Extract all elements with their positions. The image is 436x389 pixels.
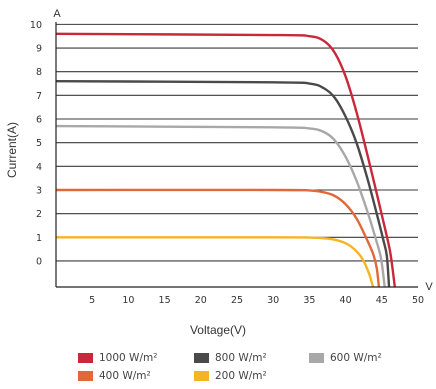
x-unit-label: V — [425, 281, 433, 293]
legend-swatch — [78, 353, 93, 363]
axes — [55, 22, 418, 288]
y-axis-title: Current(A) — [5, 122, 19, 178]
y-unit-label: A — [53, 8, 61, 20]
x-tick-label: 30 — [267, 295, 279, 306]
series-line-400 — [55, 188, 381, 288]
y-tick-label: 10 — [30, 20, 42, 31]
x-tick-label: 15 — [159, 295, 171, 306]
y-tick-label: 2 — [36, 209, 42, 220]
legend-item-800: 800 W/m² — [194, 352, 267, 364]
y-tick-label: 7 — [36, 91, 42, 102]
legend-item-400: 400 W/m² — [78, 370, 151, 382]
x-tick-label: 10 — [122, 295, 134, 306]
x-axis-title: Voltage(V) — [190, 323, 246, 337]
y-tick-label: 8 — [36, 67, 42, 78]
legend-label: 200 W/m² — [215, 370, 267, 382]
x-tick-label: 35 — [303, 295, 315, 306]
x-tick-label: 45 — [376, 295, 388, 306]
legend-label: 400 W/m² — [99, 370, 151, 382]
x-tick-label: 25 — [231, 295, 243, 306]
legend-label: 600 W/m² — [330, 352, 382, 364]
legend-label: 800 W/m² — [215, 352, 267, 364]
legend-swatch — [309, 353, 324, 363]
y-tick-label: 3 — [36, 185, 42, 196]
legend-item-200: 200 W/m² — [194, 370, 267, 382]
series-line-800 — [55, 79, 391, 288]
x-tick-label: 20 — [195, 295, 207, 306]
series-line-600 — [55, 124, 386, 288]
x-tick-label: 50 — [412, 295, 424, 306]
x-tick-label: 5 — [89, 295, 95, 306]
series-line-200 — [55, 236, 375, 288]
y-tick-labels: 0 1 2 3 4 5 6 7 8 9 10 — [30, 20, 42, 268]
y-tick-label: 5 — [36, 138, 42, 149]
y-tick-label: 0 — [36, 256, 42, 267]
legend-swatch — [194, 353, 209, 363]
legend-label: 1000 W/m² — [99, 352, 158, 364]
legend-swatch — [78, 371, 93, 381]
series-group — [55, 32, 397, 288]
y-tick-label: 9 — [36, 44, 42, 55]
x-tick-label: 40 — [340, 295, 352, 306]
legend-item-1000: 1000 W/m² — [78, 352, 157, 364]
y-tick-label: 4 — [36, 162, 42, 173]
legend-swatch — [194, 371, 209, 381]
y-tick-label: 6 — [36, 115, 42, 126]
series-line-1000 — [55, 32, 397, 288]
y-tick-label: 1 — [36, 233, 42, 244]
x-tick-labels: 5 10 15 20 25 30 35 40 45 50 — [89, 295, 424, 306]
legend-item-600: 600 W/m² — [309, 352, 382, 364]
